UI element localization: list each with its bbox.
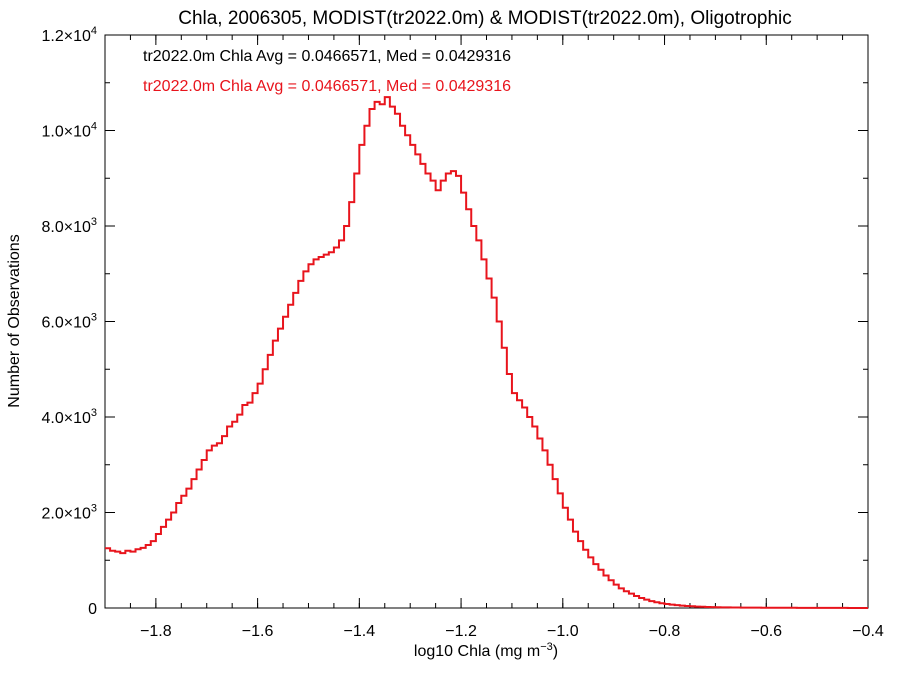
x-tick-label: −1.4 — [344, 623, 376, 640]
y-tick-exponent: 3 — [91, 407, 97, 419]
y-tick-label: 4.0×103 — [41, 407, 97, 427]
x-axis-label-close: ) — [553, 643, 558, 660]
x-tick-labels: −1.8 −1.6 −1.4 −1.2 −1.0 −0.8 −0.6 −0.4 — [140, 623, 884, 640]
y-tick-exponent: 4 — [91, 121, 97, 133]
y-tick-label: 1.0×104 — [41, 121, 97, 141]
y-tick-mantissa: 6.0×10 — [41, 315, 90, 332]
x-axis-label-exponent: −3 — [540, 641, 553, 653]
y-tick-labels: 02.0×1034.0×1036.0×1038.0×1031.0×1041.2×… — [41, 25, 97, 618]
series-layer — [105, 96, 868, 609]
y-tick-label: 8.0×103 — [41, 216, 97, 236]
y-tick-label: 0 — [88, 601, 97, 618]
x-tick-label: −1.6 — [242, 623, 274, 640]
y-tick-label: 6.0×103 — [41, 312, 97, 332]
x-tick-label: −1.0 — [547, 623, 579, 640]
chart-title: Chla, 2006305, MODIST(tr2022.0m) & MODIS… — [178, 8, 792, 29]
y-tick-mantissa: 0 — [88, 601, 97, 618]
y-tick-exponent: 4 — [91, 25, 97, 37]
y-tick-mantissa: 1.0×10 — [41, 124, 90, 141]
y-tick-mantissa: 8.0×10 — [41, 219, 90, 236]
y-tick-exponent: 3 — [91, 216, 97, 228]
annotation-black: tr2022.0m Chla Avg = 0.0466571, Med = 0.… — [143, 48, 511, 65]
x-tick-label: −0.4 — [852, 623, 884, 640]
y-tick-label: 1.2×104 — [41, 25, 97, 45]
y-tick-exponent: 3 — [91, 312, 97, 324]
y-tick-label: 2.0×103 — [41, 503, 97, 523]
y-tick-mantissa: 4.0×10 — [41, 410, 90, 427]
x-axis-label-base: log10 Chla (mg m — [414, 643, 540, 660]
plot-frame — [104, 34, 869, 609]
x-tick-label: −1.8 — [140, 623, 172, 640]
x-axis-label: log10 Chla (mg m−3) — [414, 641, 558, 660]
axis-ticks — [104, 34, 869, 609]
annotation-red: tr2022.0m Chla Avg = 0.0466571, Med = 0.… — [143, 78, 511, 95]
y-axis-label: Number of Observations — [6, 234, 23, 407]
y-tick-exponent: 3 — [91, 503, 97, 515]
y-tick-mantissa: 1.2×10 — [41, 28, 90, 45]
y-tick-mantissa: 2.0×10 — [41, 506, 90, 523]
x-tick-label: −0.6 — [750, 623, 782, 640]
x-tick-label: −1.2 — [445, 623, 477, 640]
histogram-series-line — [105, 96, 868, 609]
x-tick-label: −0.8 — [649, 623, 681, 640]
